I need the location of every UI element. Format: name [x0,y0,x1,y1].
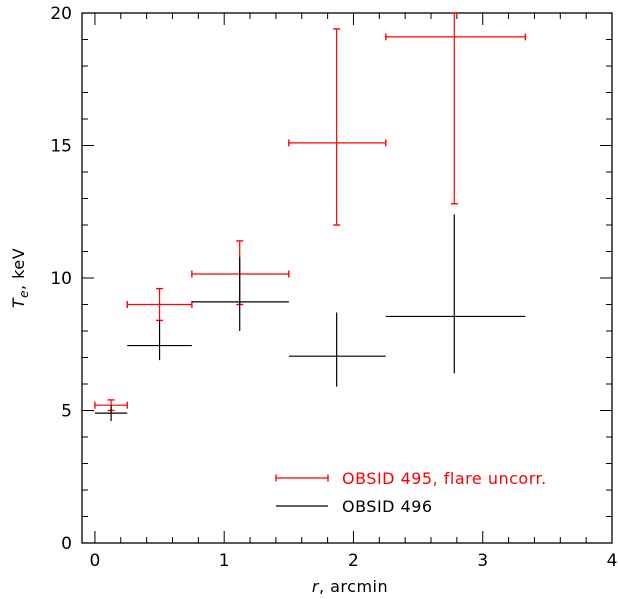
tick-labels: 0 1 2 3 4 0 5 10 15 20 [50,4,617,571]
data-point [127,320,192,361]
series-2 [94,214,526,422]
legend-entry: OBSID 496 [276,497,433,516]
x-tick-label: 0 [90,551,101,571]
data-point [94,405,128,422]
x-axis-unit: , arcmin [319,577,388,596]
x-tick-label: 1 [219,551,230,571]
x-tick-label: 3 [477,551,488,571]
y-tick-label: 5 [61,402,72,422]
legend: OBSID 495, flare uncorr. OBSID 496 [275,469,547,516]
data-point [385,12,527,205]
data-point [288,312,386,387]
x-axis-label: r, arcmin [312,577,388,596]
data-point [191,256,289,331]
y-axis-sub: e [17,290,31,298]
y-tick-label: 15 [50,137,72,157]
data-point [385,214,526,374]
x-tick-label: 4 [607,551,618,571]
data-point [288,28,387,226]
y-tick-label: 20 [50,4,72,24]
y-axis-var: T [9,297,28,308]
data-point [126,287,193,322]
data-point [191,240,290,306]
legend-label: OBSID 496 [342,497,433,516]
axis-ticks [82,12,613,544]
y-axis-label: Te, keV [9,248,31,308]
legend-label: OBSID 495, flare uncorr. [342,469,547,488]
x-axis-var: r [312,577,320,596]
x-tick-label: 2 [348,551,359,571]
y-tick-label: 0 [61,534,72,554]
legend-entry: OBSID 495, flare uncorr. [275,469,547,488]
y-axis-unit: , keV [9,248,28,290]
series-layer [94,12,527,422]
y-tick-label: 10 [50,269,72,289]
plot-frame [81,12,613,544]
